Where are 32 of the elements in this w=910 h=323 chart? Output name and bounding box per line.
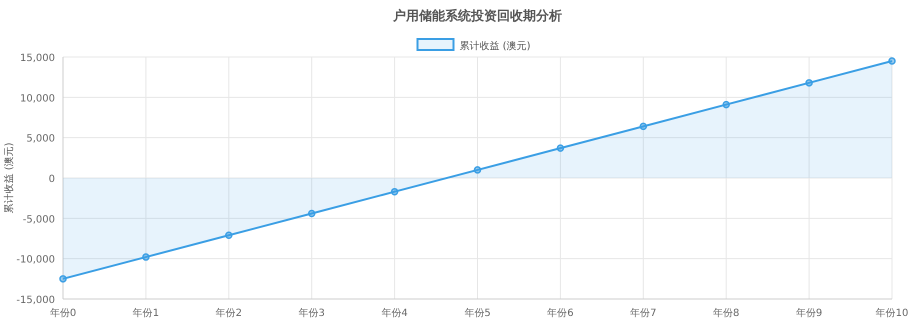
y-tick-label: 10,000 <box>20 93 55 104</box>
x-tick-label: 年份7 <box>630 307 656 319</box>
point <box>308 210 316 218</box>
y-tick-label: -5,000 <box>22 214 55 226</box>
y-tick-label: 15,000 <box>20 53 55 64</box>
legend-label: 累计收益 (澳元) <box>460 40 531 52</box>
x-tick-label: 年份1 <box>132 307 160 319</box>
point <box>888 57 896 65</box>
x-tick-label: 年份2 <box>216 307 242 319</box>
point <box>390 188 398 196</box>
point <box>59 275 67 283</box>
x-tick-label: 年份5 <box>464 307 491 319</box>
point <box>805 79 813 87</box>
point <box>142 253 150 261</box>
x-tick-label: 年份4 <box>381 307 408 319</box>
y-tick-label: -10,000 <box>16 254 55 266</box>
y-tick-label: -15,000 <box>16 295 55 306</box>
point <box>474 166 482 174</box>
y-tick-label: 0 <box>48 174 55 185</box>
x-tick-label: 年份3 <box>298 307 325 319</box>
y-tick-label: 5,000 <box>26 134 55 145</box>
x-tick-label: 年份8 <box>713 307 740 319</box>
x-tick-label: 年份10 <box>876 307 908 319</box>
point <box>722 100 730 108</box>
point <box>640 122 648 130</box>
y-axis-title: 累计收益 (澳元) <box>3 142 15 214</box>
x-tick-label: 年份9 <box>796 307 822 319</box>
point <box>225 232 233 240</box>
point <box>556 144 564 152</box>
x-tick-label: 年份6 <box>547 307 574 319</box>
chart-title: 户用储能系统投资回收期分析 <box>392 8 562 24</box>
x-tick-label: 年份0 <box>50 307 76 319</box>
